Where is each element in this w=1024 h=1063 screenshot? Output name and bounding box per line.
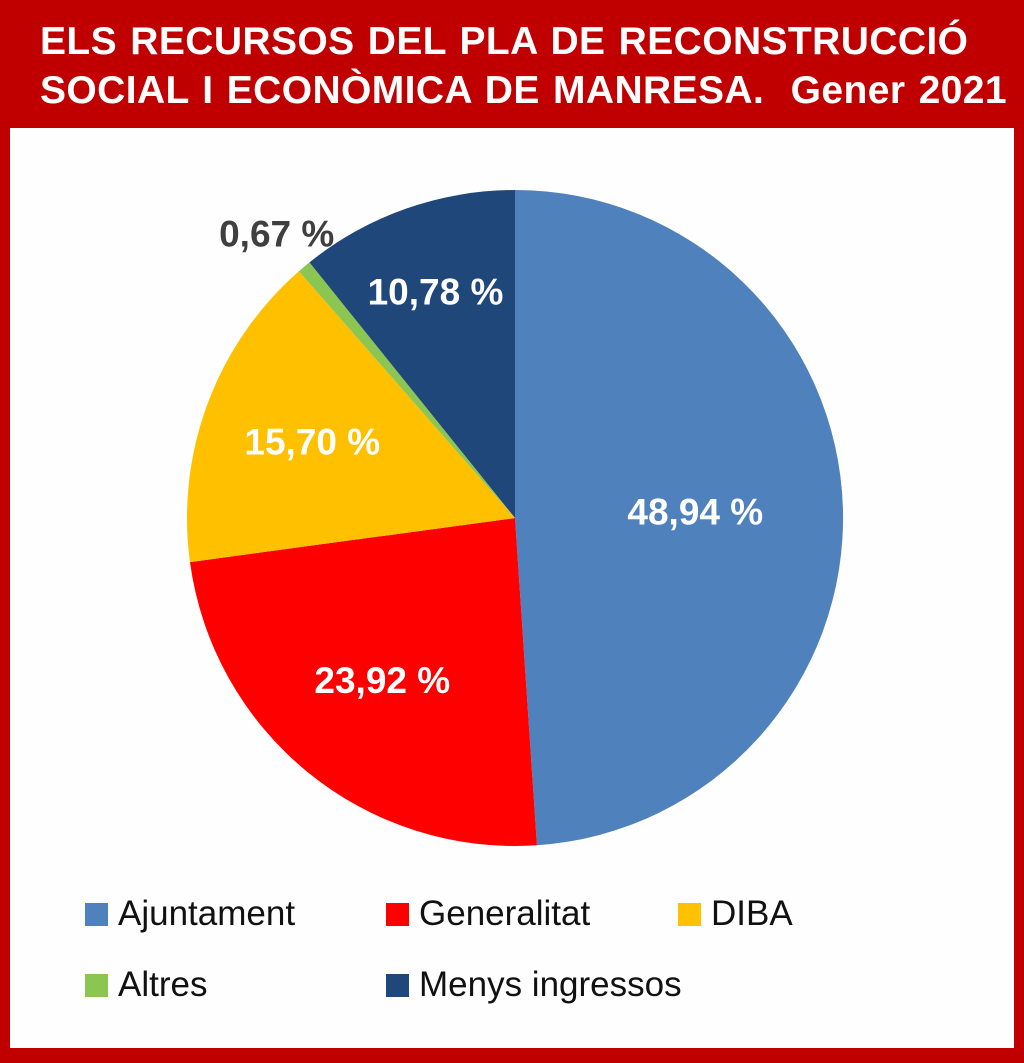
pie-slice-value-generalitat: 23,92 %	[314, 660, 450, 701]
legend-item-altres: Altres	[85, 965, 207, 1005]
pie-slice-diba	[186, 271, 515, 563]
legend-swatch-altres	[85, 973, 108, 997]
pie-slice-generalitat	[189, 518, 537, 847]
legend-label: Menys ingressos	[419, 965, 682, 1004]
legend-swatch-generalitat	[386, 902, 409, 926]
legend-swatch-diba	[678, 902, 701, 926]
legend-item-diba: DIBA	[678, 894, 793, 934]
legend-item-generalitat: Generalitat	[386, 894, 590, 934]
legend-item-ajuntament: Ajuntament	[85, 894, 295, 934]
chart-legend: Ajuntament Generalitat DIBA Altres Menys ing…	[0, 128, 1024, 1063]
legend-label: Generalitat	[419, 894, 591, 933]
legend-item-menys-ingressos: Menys ingressos	[386, 965, 682, 1005]
legend-swatch-menys-ingressos	[386, 973, 409, 997]
pie-slice-value-menys-ingressos: 10,78 %	[368, 272, 504, 313]
pie-slice-altres	[298, 262, 515, 518]
legend-label: Altres	[118, 965, 208, 1004]
legend-label: Ajuntament	[118, 894, 296, 933]
pie-slice-ajuntament	[515, 190, 844, 846]
page-title-line-1: ELS RECURSOS DEL PLA DE RECONSTRUCCIÓ	[40, 20, 969, 63]
pie-slice-value-ajuntament: 48,94 %	[627, 492, 763, 533]
pie-slice-value-altres: 0,67 %	[219, 214, 334, 255]
legend-swatch-ajuntament	[85, 902, 108, 926]
pie-chart: 48,94 % 23,92 % 15,70 % 0,67 % 10,78 %	[186, 190, 844, 847]
pie-slice-value-diba: 15,70 %	[244, 422, 380, 463]
title-band: ELS RECURSOS DEL PLA DE RECONSTRUCCIÓ SO…	[0, 0, 1024, 128]
chart-canvas: 48,94 % 23,92 % 15,70 % 0,67 % 10,78 % Ajunt…	[0, 128, 1024, 1063]
pie-slice-menys-ingressos	[309, 190, 515, 518]
page-title-line-2: SOCIAL I ECONÒMICA DE MANRESA. Gener 202…	[40, 69, 1007, 112]
legend-label: DIBA	[711, 894, 793, 933]
